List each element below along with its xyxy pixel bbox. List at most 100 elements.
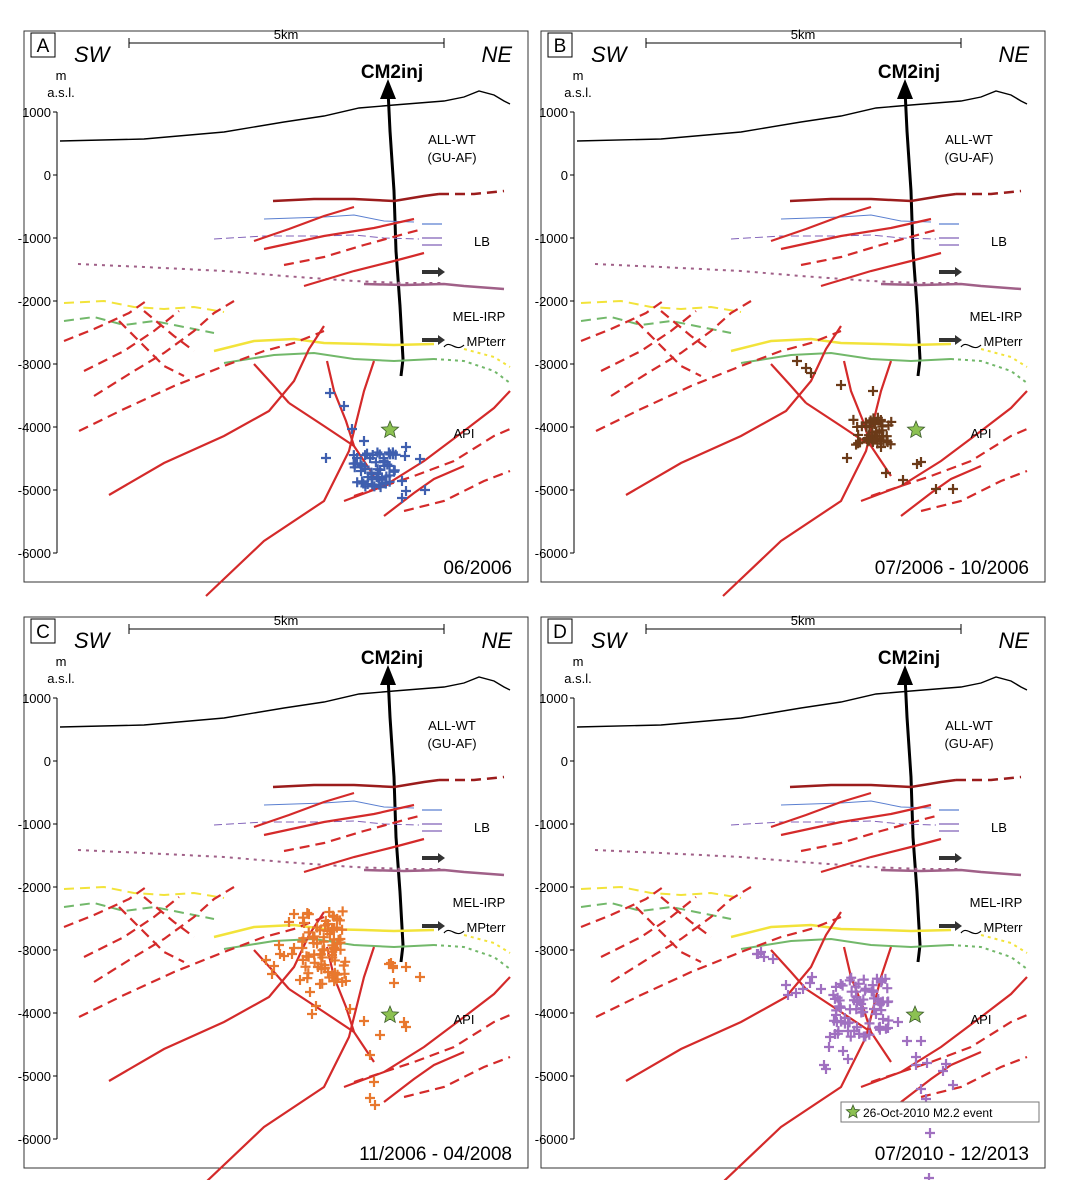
wellhead-triangle-icon [380, 79, 396, 99]
event-markers [321, 388, 430, 503]
event-plus-icon [844, 975, 855, 986]
event-plus-icon [303, 927, 314, 938]
event-plus-icon [319, 960, 330, 971]
label-all-wt: ALL-WT [945, 718, 993, 733]
event-plus-icon [415, 972, 425, 982]
horizon-yellow [730, 337, 952, 353]
event-plus-icon [912, 459, 922, 469]
event-plus-icon [323, 919, 333, 929]
event-plus-icon [781, 980, 791, 990]
event-plus-icon [370, 1100, 380, 1110]
event-plus-icon [807, 972, 817, 982]
y-tick-label: 1000 [539, 691, 568, 706]
y-tick-label: -1000 [535, 231, 568, 246]
event-plus-icon [858, 974, 869, 985]
fault-line [770, 363, 807, 404]
fault-line [263, 217, 415, 251]
event-plus-icon [305, 987, 315, 997]
horizon-dark-red-dashed [439, 775, 505, 782]
fault-line [288, 988, 375, 1063]
horizon-mauve-dotted [594, 263, 961, 284]
main-event-star-icon [905, 1004, 925, 1024]
event-plus-icon [359, 461, 370, 472]
wellhead-triangle-icon [897, 665, 913, 685]
event-plus-icon [843, 1054, 853, 1064]
event-plus-icon [922, 1058, 932, 1068]
y-tick-label: 0 [561, 168, 568, 183]
event-plus-icon [844, 1004, 855, 1015]
event-plus-icon [337, 924, 348, 935]
axis-unit: m [573, 68, 584, 83]
event-plus-icon [816, 984, 826, 994]
scale-label: 5km [274, 613, 299, 628]
event-plus-icon [287, 949, 297, 959]
fault-line [722, 360, 893, 597]
event-plus-icon [831, 1010, 841, 1020]
y-tick-label: -6000 [18, 1132, 51, 1147]
event-plus-icon [337, 906, 348, 917]
event-plus-icon [269, 961, 279, 971]
event-plus-icon [881, 468, 891, 478]
direction-right: NE [481, 42, 512, 67]
label-mel-irp: MEL-IRP [970, 309, 1023, 324]
horizon-mauve-dotted [77, 263, 444, 284]
legend-star-icon [845, 1103, 861, 1119]
event-plus-icon [882, 983, 893, 994]
fault-line [205, 946, 376, 1183]
fault-line [253, 205, 355, 243]
event-plus-icon [363, 472, 374, 483]
axis-unit: m [573, 654, 584, 669]
event-plus-icon [373, 468, 384, 479]
event-plus-icon [756, 947, 766, 957]
panel-letter-box [547, 32, 573, 58]
fault-line [625, 325, 842, 496]
event-plus-icon [854, 996, 865, 1007]
label-api: API [454, 426, 475, 441]
event-plus-icon [332, 969, 343, 980]
fault-line [920, 1055, 1028, 1099]
event-plus-icon [931, 484, 941, 494]
topography-line [576, 676, 1028, 728]
fault-line [78, 329, 325, 432]
horizon-mauve-dotted [594, 849, 961, 870]
event-plus-icon [792, 356, 802, 366]
label-mel-irp: MEL-IRP [453, 309, 506, 324]
panel-c: C SW NE 5km CM2inj m a.s.l. 1000 0 -1000 -2000 -300… [18, 613, 529, 1183]
well-label: CM2inj [361, 62, 423, 83]
panel-letter: C [36, 622, 50, 643]
event-plus-icon [261, 955, 271, 965]
legend-box [840, 1101, 1040, 1123]
event-plus-icon [798, 984, 808, 994]
horizon-green-left [63, 901, 215, 920]
direction-right: NE [481, 628, 512, 653]
event-plus-icon [300, 961, 311, 972]
fault-line [353, 427, 511, 498]
event-plus-icon [916, 1084, 926, 1094]
event-plus-icon [862, 436, 873, 447]
y-tick-label: -3000 [535, 357, 568, 372]
event-plus-icon [369, 481, 380, 492]
event-plus-icon [846, 986, 857, 997]
fault-line [403, 469, 511, 513]
event-plus-icon [883, 1023, 893, 1033]
event-plus-icon [851, 439, 862, 450]
event-plus-icon [860, 417, 871, 428]
event-plus-icon [420, 485, 430, 495]
event-plus-icon [384, 470, 395, 481]
event-plus-icon [864, 1029, 875, 1040]
fault-line [253, 363, 290, 404]
event-plus-icon [389, 978, 399, 988]
horizon-dark-red [272, 778, 440, 789]
main-event-star-icon [380, 1004, 400, 1024]
event-plus-icon [279, 951, 289, 961]
horizon-dark-red [272, 192, 440, 203]
thrust-arrow-icon-2 [939, 921, 962, 931]
event-plus-icon [838, 1046, 848, 1056]
event-plus-icon [875, 416, 886, 427]
event-plus-icon [307, 1009, 317, 1019]
well-trajectory [386, 89, 405, 377]
event-plus-icon [833, 1001, 844, 1012]
fault-line [800, 814, 937, 853]
y-tick-label: -1000 [18, 817, 51, 832]
date-range: 06/2006 [443, 558, 512, 579]
